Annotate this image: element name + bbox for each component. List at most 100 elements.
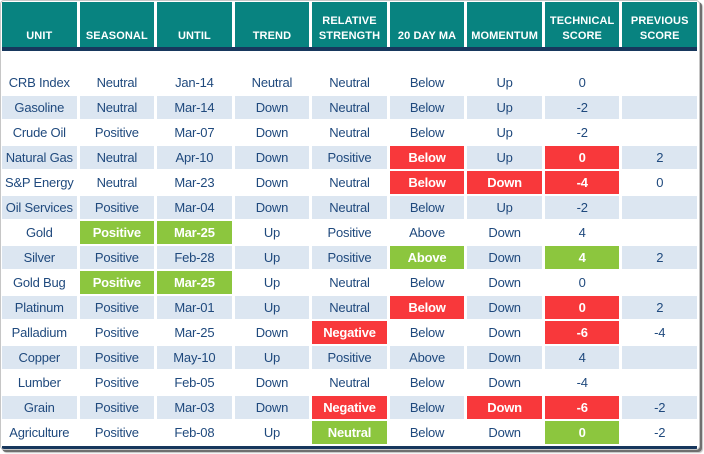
table-cell (622, 271, 697, 294)
table-cell: Positive (312, 221, 387, 244)
table-cell: Up (467, 96, 542, 119)
unit-cell: Oil Services (2, 196, 77, 219)
table-cell: 2 (622, 296, 697, 319)
unit-cell: Copper (2, 346, 77, 369)
table-cell: Mar-03 (157, 396, 232, 419)
table-cell: Positive (312, 246, 387, 269)
table-cell: Feb-05 (157, 371, 232, 394)
table-cell: Down (234, 121, 310, 144)
table-cell (622, 196, 697, 219)
table-cell: -2 (622, 421, 697, 444)
table-cell: 2 (622, 246, 697, 269)
table-cell: 0 (544, 271, 620, 294)
table-cell: Up (234, 271, 310, 294)
table-cell: Positive (79, 296, 155, 319)
table-cell: Up (234, 296, 310, 319)
table-cell: Below (389, 296, 465, 319)
table-cell: Up (234, 221, 310, 244)
table-cell: Positive (79, 421, 155, 444)
table-cell: Mar-25 (157, 321, 232, 344)
table-cell: Neutral (79, 96, 155, 119)
table-cell: Up (234, 246, 310, 269)
table-cell (622, 371, 697, 394)
table-cell: Below (389, 371, 465, 394)
table-row-agriculture: Agriculture Positive Feb-08 Up Neutral Below D… (2, 421, 697, 444)
table-cell: Mar-25 (157, 221, 232, 244)
table-cell: Down (234, 371, 310, 394)
table-row-oil-services: Oil Services Positive Mar-04 Down Neutral Bel… (2, 196, 697, 219)
table-cell: Below (389, 121, 465, 144)
table-cell: Down (234, 321, 310, 344)
table-cell: Positive (79, 321, 155, 344)
unit-cell: Gold Bug (2, 271, 77, 294)
table-cell: Positive (79, 121, 155, 144)
unit-cell: Gasoline (2, 96, 77, 119)
table-cell: Down (234, 146, 310, 169)
table-row-platinum: Platinum Positive Mar-01 Up Neutral Below Down… (2, 296, 697, 319)
table-cell: 4 (544, 346, 620, 369)
header-momentum: MOMENTUM (467, 2, 542, 47)
table-cell: Above (389, 246, 465, 269)
table-cell: Below (389, 71, 465, 94)
table-cell: Feb-08 (157, 421, 232, 444)
table-cell: 4 (544, 246, 620, 269)
table-cell: Neutral (312, 121, 387, 144)
unit-cell: CRB Index (2, 71, 77, 94)
table-row-gold: Gold Positive Mar-25 Up Positive Above Down 4 (2, 221, 697, 244)
table-cell: Below (389, 171, 465, 194)
table-cell: Positive (79, 346, 155, 369)
table-cell: Neutral (312, 421, 387, 444)
table-row-crude-oil: Crude Oil Positive Mar-07 Down Neutral Below U… (2, 121, 697, 144)
table-cell: Positive (79, 396, 155, 419)
unit-cell: Platinum (2, 296, 77, 319)
table-cell: Down (467, 271, 542, 294)
table-cell: Mar-25 (157, 271, 232, 294)
table-row-silver: Silver Positive Feb-28 Up Positive Above Down 4… (2, 246, 697, 269)
header-until: UNTIL (157, 2, 232, 47)
table-cell: -2 (544, 196, 620, 219)
table-cell: 4 (544, 221, 620, 244)
unit-cell: Gold (2, 221, 77, 244)
table-cell: Down (467, 171, 542, 194)
table-cell: Up (467, 121, 542, 144)
unit-cell: Agriculture (2, 421, 77, 444)
table-cell (622, 96, 697, 119)
table-cell: -6 (544, 321, 620, 344)
table-cell: -4 (544, 171, 620, 194)
table-cell: Mar-23 (157, 171, 232, 194)
table-cell (622, 346, 697, 369)
header-previous-score: PREVIOUS SCORE (622, 2, 697, 47)
header-technical-score: TECHNICAL SCORE (544, 2, 620, 47)
table-cell: Negative (312, 321, 387, 344)
header-unit: UNIT (2, 2, 77, 47)
table-cell: Positive (312, 346, 387, 369)
table-bottom-line (2, 446, 697, 449)
table-cell (622, 121, 697, 144)
table-cell: Mar-04 (157, 196, 232, 219)
table-cell: Apr-10 (157, 146, 232, 169)
table-row-copper: Copper Positive May-10 Up Positive Above Down 4 (2, 346, 697, 369)
table-row-s-p-energy: S&P Energy Neutral Mar-23 Down Neutral Below D… (2, 171, 697, 194)
table-cell: Neutral (79, 146, 155, 169)
table-cell: Neutral (79, 71, 155, 94)
table-cell: Below (389, 96, 465, 119)
unit-cell: S&P Energy (2, 171, 77, 194)
table-cell: Below (389, 271, 465, 294)
table-cell: Neutral (312, 271, 387, 294)
table-row-crb-index: CRB Index Neutral Jan-14 Neutral Neutral Belo… (2, 71, 697, 94)
table-cell: Negative (312, 396, 387, 419)
table-cell: -6 (544, 396, 620, 419)
table-cell: Below (389, 321, 465, 344)
table-cell (622, 71, 697, 94)
table-cell: Down (467, 346, 542, 369)
unit-cell: Grain (2, 396, 77, 419)
table-cell: Down (234, 396, 310, 419)
table-row-natural-gas: Natural Gas Neutral Apr-10 Down Positive Belo… (2, 146, 697, 169)
table-cell: Positive (79, 196, 155, 219)
table-cell: Mar-14 (157, 96, 232, 119)
table-cell: Feb-28 (157, 246, 232, 269)
table-cell: Neutral (312, 171, 387, 194)
table-row-lumber: Lumber Positive Feb-05 Down Neutral Below Down… (2, 371, 697, 394)
